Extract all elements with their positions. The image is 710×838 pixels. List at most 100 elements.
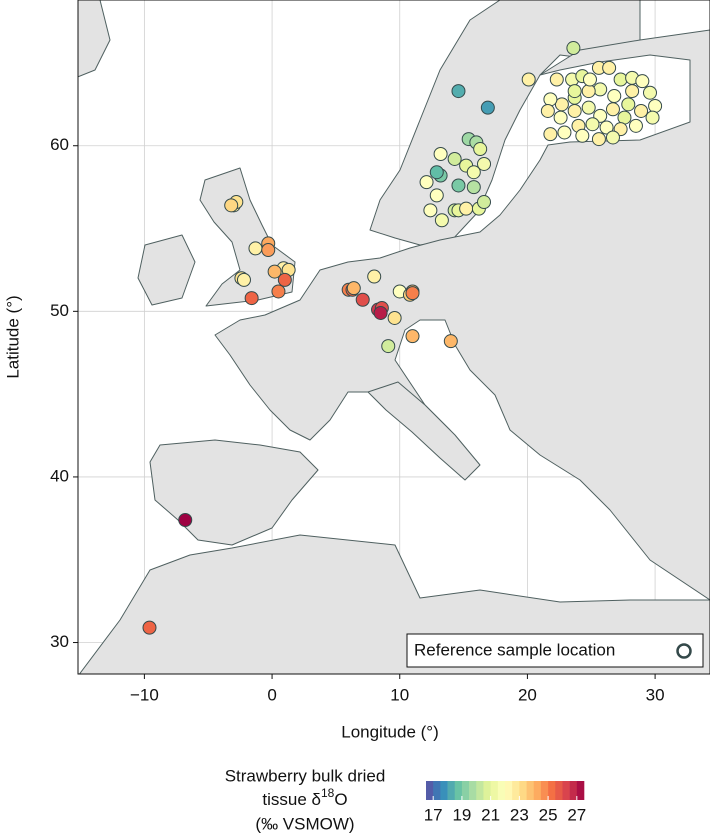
sample-point [581,84,596,99]
sample-point [466,180,481,195]
sample-point [543,127,558,142]
sample-point [429,165,444,180]
sample-point [277,272,292,287]
colorbar-segment [497,781,506,800]
colorbar-segment [476,781,484,800]
sample-point [419,175,434,190]
sample-point [236,272,251,287]
sample-point [248,241,263,256]
sample-point [387,310,402,325]
colorbar-segment [540,781,549,800]
sample-point [473,142,488,157]
sample-point [373,305,388,320]
sample-point [429,188,444,203]
sample-point [566,41,581,56]
sample-point [178,512,193,527]
sample-point [477,156,492,171]
sample-point [605,102,620,117]
sample-point [591,132,606,147]
legend-label: Reference sample location [414,640,615,659]
finland-russia [214,29,710,601]
sample-point [648,98,663,113]
sample-point [480,100,495,115]
sample-point [271,284,286,299]
colorbar-tick-label: 17 [424,805,443,824]
colorbar-segment [454,781,463,800]
sample-point [581,100,596,115]
colorbar-title: tissue δ [262,790,321,809]
sample-point [585,117,600,132]
colorbar-segment [519,781,527,800]
colorbar-tick-label: 27 [567,805,586,824]
sample-point [607,89,622,104]
x-tick-label: 10 [390,685,409,704]
colorbar-segment [548,781,556,800]
sample-point [549,72,564,87]
x-tick-label: 30 [646,685,665,704]
sample-point [451,178,466,193]
y-tick-label: 40 [50,466,69,485]
colorbar-title: 18 [321,786,335,800]
sample-point [553,110,568,125]
sample-point [261,243,276,258]
sample-point [244,291,259,306]
sample-point [567,103,582,118]
y-axis-label: Latitude (°) [3,295,22,378]
sample-point [582,72,597,87]
sample-point [543,92,558,107]
sample-point [621,97,636,112]
legend: Reference sample location [406,633,704,668]
sample-point [540,103,555,118]
colorbar-segment [555,781,563,800]
ireland [137,234,196,306]
sample-point [451,84,466,99]
colorbar-segment [483,781,491,800]
sample-point [635,74,650,89]
y-tick-label: 50 [50,301,69,320]
sample-point [346,281,361,296]
legend-marker [676,643,692,659]
sample-point [477,195,492,210]
x-tick-label: 20 [518,685,537,704]
sample-point [405,286,420,301]
sample-point [642,85,657,100]
sample-point [599,120,614,135]
sample-point [613,72,628,87]
plot-frame [77,0,710,675]
iceland [78,0,111,78]
sample-point [634,103,649,118]
sample-point [405,329,420,344]
x-axis-label: Longitude (°) [341,722,439,741]
colorbar-segment [490,781,499,800]
colorbar-tick-label: 25 [539,805,558,824]
colorbar-title: Strawberry bulk dried [225,766,386,785]
colorbar: 17 19 21 23 25 27 [424,781,586,824]
x-tick-label: 0 [267,685,276,704]
sample-point [434,213,449,228]
africa [78,534,710,674]
sample-point [617,110,632,125]
colorbar-title: (‰ VSMOW) [255,814,354,833]
sample-point [224,198,239,213]
sample-point [433,147,448,162]
sample-point [521,72,536,87]
colorbar-segment [469,781,477,800]
sample-point [447,151,462,166]
colorbar-segment [526,781,535,800]
colorbar-segment [533,781,542,800]
colorbar-segment [461,781,470,800]
sample-point [459,201,474,216]
colorbar-segment [512,781,520,800]
sample-point [355,292,370,307]
colorbar-title: O [334,790,347,809]
sample-point [367,269,382,284]
colorbar-segment [576,781,585,800]
sample-point [645,110,660,125]
colorbar-segment [426,781,434,800]
sample-point [466,165,481,180]
iberia [149,439,319,546]
sample-point [593,82,608,97]
sample-point [575,128,590,143]
sample-point [625,84,640,99]
